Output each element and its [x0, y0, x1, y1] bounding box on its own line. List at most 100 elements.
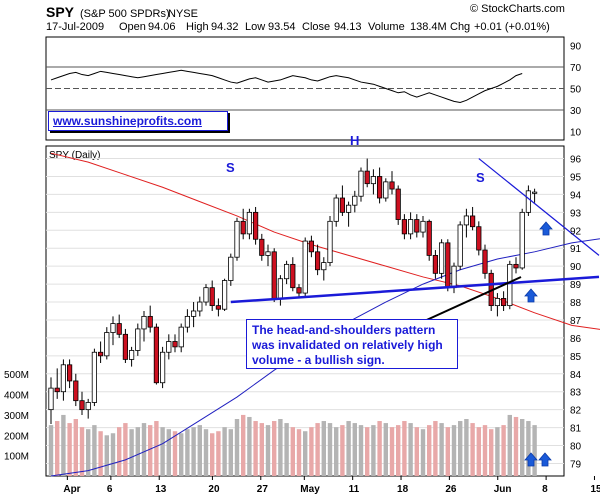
symbol-name: (S&P 500 SPDRs) — [80, 8, 170, 20]
candle-body — [215, 305, 221, 310]
up-arrow-icon — [524, 288, 538, 303]
candle-body — [283, 263, 290, 280]
candle-body — [389, 181, 395, 190]
candle-body — [407, 219, 414, 235]
volume-bar — [55, 421, 60, 476]
x-tick-label: 8 — [542, 484, 548, 495]
indicator-line — [50, 69, 523, 103]
price-panel-label: SPY (Daily) — [49, 150, 101, 161]
candle-body — [48, 387, 54, 411]
candle-body — [302, 240, 308, 294]
volume-bar — [352, 423, 357, 476]
candle-body — [197, 301, 203, 312]
pattern-label: S — [226, 160, 235, 175]
volume-bar — [402, 421, 407, 476]
price-tick-label: 85 — [570, 352, 582, 363]
open-value: 94.06 — [148, 21, 176, 33]
volume-bar — [290, 427, 295, 476]
candle-body — [296, 287, 302, 294]
volume-bar — [61, 414, 66, 476]
credit: © StockCharts.com — [470, 3, 565, 15]
candle-body — [246, 211, 252, 235]
low-label: Low — [245, 21, 265, 33]
volume-bar — [396, 425, 401, 476]
chg-label: Chg — [450, 21, 470, 33]
volume-bar — [172, 431, 178, 476]
candle-body — [500, 298, 507, 307]
volume-bar — [141, 423, 147, 476]
date: 17-Jul-2009 — [46, 21, 104, 33]
indicator-tick-label: 50 — [570, 85, 582, 96]
volume-bar — [123, 423, 128, 476]
volume-bar — [340, 425, 345, 476]
candle-body — [445, 242, 451, 289]
volume-bar — [358, 425, 364, 476]
website-link[interactable]: www.sunshineprofits.com — [48, 111, 228, 131]
volume-bar — [309, 427, 314, 476]
candle-body — [98, 351, 104, 357]
volume-bar — [445, 427, 450, 476]
price-tick-label: 80 — [570, 442, 582, 453]
price-tick-label: 81 — [570, 424, 582, 435]
volume-bar — [321, 421, 326, 476]
volume-bar — [73, 419, 78, 476]
volume-bar — [222, 427, 227, 476]
volume-bar — [135, 427, 140, 476]
indicator-tick-label: 30 — [570, 106, 582, 117]
candle-body — [73, 380, 79, 402]
candle-body — [290, 263, 296, 289]
price-tick-label: 79 — [570, 459, 582, 470]
candle-body — [128, 350, 135, 360]
candle-body — [383, 181, 389, 199]
candle-body — [519, 211, 525, 269]
volume-bar — [185, 429, 190, 476]
x-tick-label: 20 — [208, 484, 220, 495]
candle-body — [153, 326, 159, 384]
volume-bar — [86, 429, 91, 476]
candle-body — [438, 242, 445, 274]
candle-body — [308, 240, 315, 253]
trendline-neckline — [230, 275, 600, 304]
volume-bar — [365, 427, 370, 476]
candle-body — [525, 190, 532, 213]
high-value: 94.32 — [211, 21, 239, 33]
symbol: SPY — [46, 4, 75, 20]
x-tick-label: Apr — [63, 484, 80, 495]
volume-bar — [408, 423, 413, 476]
volume-bar — [259, 423, 264, 476]
volume-bar — [513, 416, 519, 476]
volume-bar — [383, 423, 388, 476]
volume-bar — [427, 425, 432, 476]
x-tick-label: 15 — [590, 484, 600, 495]
candle-body — [228, 256, 234, 281]
x-tick-label: 13 — [155, 484, 167, 495]
candle-body — [141, 315, 147, 330]
price-tick-label: 82 — [570, 406, 582, 417]
volume-label: Volume — [368, 21, 405, 33]
volume-bar — [278, 419, 283, 476]
volume-bar — [197, 425, 202, 476]
price-panel — [45, 145, 565, 477]
x-tick-label: 27 — [257, 484, 269, 495]
candle-body — [463, 215, 470, 226]
price-tick-label: 83 — [570, 388, 582, 399]
pattern-label: H — [350, 133, 359, 148]
volume-bar — [476, 427, 481, 476]
volume-bar — [265, 425, 271, 476]
candle-body — [476, 226, 482, 251]
volume-bar — [191, 427, 196, 476]
volume-bar — [433, 421, 438, 476]
volume-bar — [104, 435, 109, 476]
x-tick-label: 6 — [107, 484, 113, 495]
candle-body — [532, 191, 538, 194]
volume-bar — [179, 433, 184, 476]
candle-body — [395, 188, 401, 220]
up-arrow-icon — [538, 452, 552, 467]
candle-body — [352, 195, 358, 206]
candle-body — [122, 333, 128, 360]
candle-body — [91, 351, 97, 403]
volume-bar — [117, 427, 122, 476]
candle-body — [457, 224, 463, 267]
candle-body — [240, 220, 246, 235]
volume-bar — [166, 429, 171, 476]
